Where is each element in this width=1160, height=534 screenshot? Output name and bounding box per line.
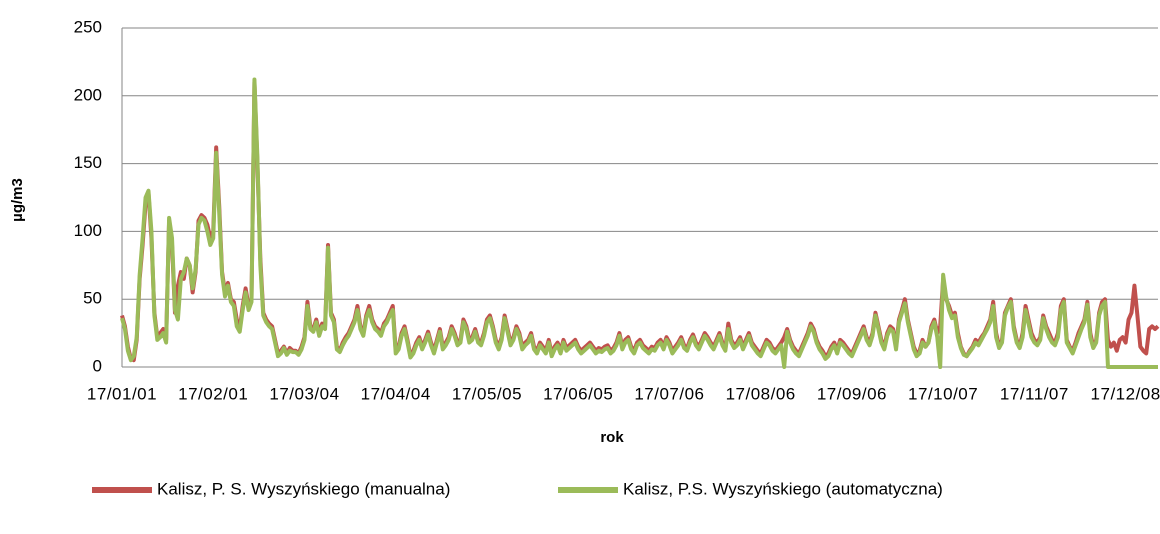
y-tick-label: 200 bbox=[74, 85, 102, 104]
x-tick-label: 17/07/06 bbox=[634, 384, 704, 403]
x-tick-label: 17/05/05 bbox=[452, 384, 522, 403]
y-axis-title: µg/m3 bbox=[9, 178, 26, 222]
x-tick-label: 17/10/07 bbox=[908, 384, 978, 403]
y-tick-label: 250 bbox=[74, 17, 102, 36]
x-tick-label: 17/06/05 bbox=[543, 384, 613, 403]
legend-label: Kalisz, P.S. Wyszyńskiego (automatyczna) bbox=[623, 479, 943, 498]
y-tick-label: 150 bbox=[74, 153, 102, 172]
series-line bbox=[120, 80, 1160, 363]
y-tick-label: 50 bbox=[83, 289, 102, 308]
y-tick-label: 100 bbox=[74, 221, 102, 240]
series-line bbox=[120, 77, 1158, 369]
x-tick-label: 17/03/04 bbox=[269, 384, 339, 403]
x-tick-label: 17/02/01 bbox=[178, 384, 248, 403]
x-tick-label: 17/12/08 bbox=[1091, 384, 1160, 403]
legend-label: Kalisz, P. S. Wyszyńskiego (manualna) bbox=[157, 479, 450, 498]
x-tick-label: 17/08/06 bbox=[726, 384, 796, 403]
x-tick-label: 17/04/04 bbox=[361, 384, 431, 403]
x-tick-label: 17/11/07 bbox=[1000, 384, 1069, 403]
y-tick-label: 0 bbox=[93, 356, 102, 375]
x-axis-title: rok bbox=[600, 429, 624, 446]
x-tick-label: 17/09/06 bbox=[817, 384, 887, 403]
x-tick-label: 17/01/01 bbox=[87, 384, 157, 403]
